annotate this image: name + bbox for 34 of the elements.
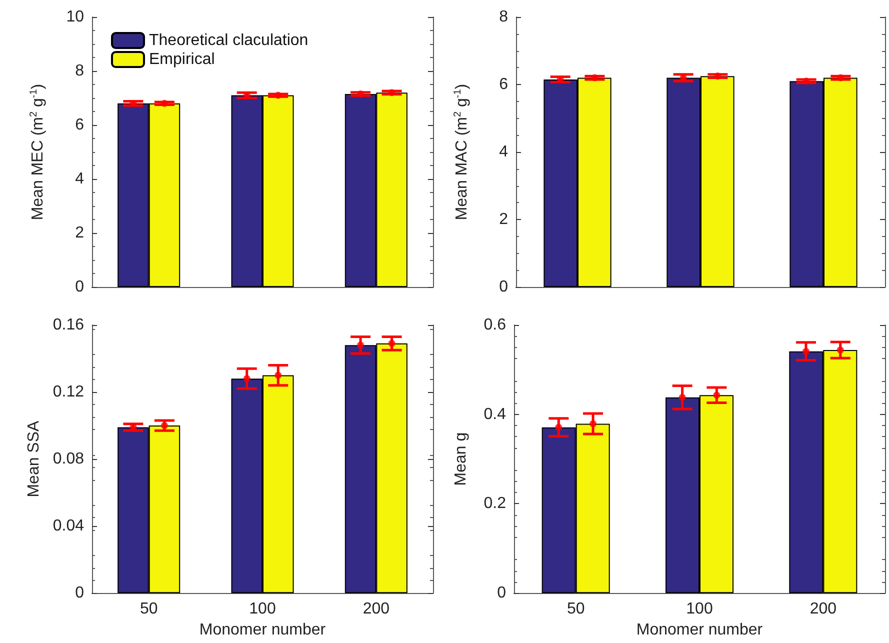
y-tick-label: 4 <box>499 144 508 160</box>
y-tick-label: 2 <box>499 211 508 228</box>
y-tick-label: 6 <box>499 76 508 93</box>
x-tick-label: 50 <box>566 600 585 618</box>
y-axis-title: Mean SSA <box>25 420 42 498</box>
y-tick-label: 8 <box>499 8 508 26</box>
y-tick-label: 0.16 <box>52 316 84 334</box>
y-axis-title: Mean g <box>452 432 470 486</box>
y-axis-title: Mean MEC (m2 g-1) <box>28 84 46 220</box>
y-tick-label: 2 <box>75 224 84 242</box>
y-axis-title: Mean MAC (m2 g-1) <box>452 84 470 220</box>
x-tick-label: 200 <box>362 600 390 618</box>
y-tick-label: 6 <box>75 116 84 134</box>
y-tick-label: 0.08 <box>52 450 84 468</box>
y-tick-label: 10 <box>66 8 84 26</box>
x-tick-label: 100 <box>249 600 276 618</box>
y-tick-label: 8 <box>75 62 84 80</box>
x-tick-label: 200 <box>810 600 837 618</box>
y-tick-label: 0.12 <box>52 384 84 401</box>
y-tick-label: 0.4 <box>484 406 506 423</box>
y-tick-label: 0 <box>497 584 506 602</box>
y-tick-label: 0 <box>75 278 84 296</box>
y-tick-label: 0 <box>499 278 508 296</box>
y-tick-label: 0.2 <box>484 495 506 512</box>
y-tick-label: 0.6 <box>484 316 506 334</box>
legend-label: Empirical <box>149 51 215 68</box>
y-tick-label: 0.04 <box>52 518 84 535</box>
y-tick-label: 0 <box>75 584 84 602</box>
x-axis-title: Monomer number <box>636 622 764 638</box>
x-axis-title: Monomer number <box>199 622 326 638</box>
y-tick-label: 4 <box>75 170 84 188</box>
x-tick-label: 100 <box>686 600 713 618</box>
legend-label: Theoretical claculation <box>149 32 308 49</box>
x-tick-label: 50 <box>140 600 158 618</box>
